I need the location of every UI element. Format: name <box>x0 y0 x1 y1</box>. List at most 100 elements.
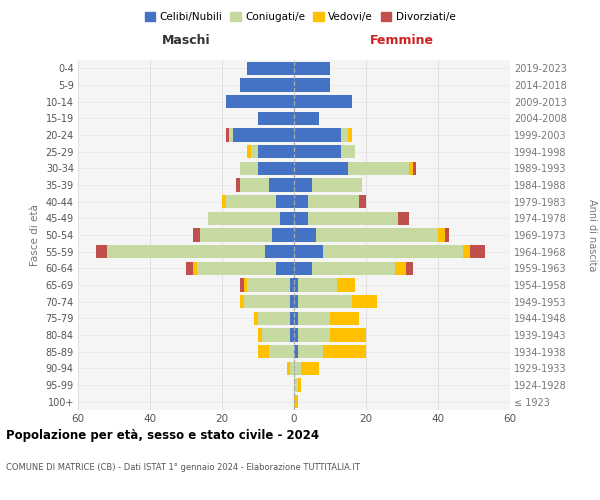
Bar <box>294 378 298 392</box>
Bar <box>330 312 359 325</box>
Bar <box>251 145 258 158</box>
Bar <box>208 212 280 225</box>
Bar <box>236 178 240 192</box>
Bar <box>276 262 294 275</box>
Bar <box>269 345 294 358</box>
Bar <box>298 345 323 358</box>
Bar <box>409 162 413 175</box>
Bar <box>258 145 294 158</box>
Bar <box>470 245 485 258</box>
Bar <box>463 245 470 258</box>
Bar <box>96 245 107 258</box>
Bar <box>258 112 294 125</box>
Bar <box>413 162 416 175</box>
Bar <box>341 145 355 158</box>
Bar <box>258 312 290 325</box>
Bar <box>229 128 233 141</box>
Bar <box>438 228 445 241</box>
Bar <box>298 378 301 392</box>
Bar <box>193 228 200 241</box>
Bar <box>222 195 226 208</box>
Bar <box>294 295 298 308</box>
Bar <box>287 362 290 375</box>
Bar <box>247 278 290 291</box>
Bar <box>298 278 337 291</box>
Bar <box>294 345 298 358</box>
Bar <box>290 328 294 342</box>
Text: Femmine: Femmine <box>370 34 434 46</box>
Legend: Celibi/Nubili, Coniugati/e, Vedovi/e, Divorziati/e: Celibi/Nubili, Coniugati/e, Vedovi/e, Di… <box>140 8 460 26</box>
Bar <box>193 262 197 275</box>
Bar <box>308 195 359 208</box>
Bar <box>290 278 294 291</box>
Text: Maschi: Maschi <box>161 34 211 46</box>
Bar <box>294 228 316 241</box>
Bar <box>197 262 276 275</box>
Bar <box>298 328 330 342</box>
Bar <box>294 195 308 208</box>
Bar <box>200 228 272 241</box>
Bar <box>290 312 294 325</box>
Bar <box>445 228 449 241</box>
Bar <box>294 145 341 158</box>
Bar <box>186 262 193 275</box>
Bar <box>226 95 294 108</box>
Bar <box>226 195 276 208</box>
Bar <box>294 78 330 92</box>
Bar <box>323 345 366 358</box>
Bar <box>312 178 362 192</box>
Bar <box>294 328 298 342</box>
Bar <box>240 278 244 291</box>
Bar <box>244 295 290 308</box>
Bar <box>258 328 262 342</box>
Bar <box>247 62 294 75</box>
Bar <box>269 178 294 192</box>
Bar <box>262 328 290 342</box>
Bar <box>294 162 348 175</box>
Bar <box>294 212 308 225</box>
Bar <box>294 395 298 408</box>
Bar <box>276 195 294 208</box>
Bar <box>298 312 330 325</box>
Bar <box>341 128 348 141</box>
Y-axis label: Fasce di età: Fasce di età <box>30 204 40 266</box>
Bar <box>294 262 312 275</box>
Bar <box>254 312 258 325</box>
Bar <box>290 295 294 308</box>
Text: Anni di nascita: Anni di nascita <box>587 199 597 271</box>
Bar <box>395 262 406 275</box>
Bar <box>258 162 294 175</box>
Bar <box>290 362 294 375</box>
Bar <box>312 262 395 275</box>
Bar <box>258 345 269 358</box>
Bar <box>226 128 229 141</box>
Bar <box>359 195 366 208</box>
Bar <box>294 112 319 125</box>
Bar <box>240 178 269 192</box>
Bar <box>337 278 355 291</box>
Text: Popolazione per età, sesso e stato civile - 2024: Popolazione per età, sesso e stato civil… <box>6 430 319 442</box>
Bar <box>330 328 366 342</box>
Bar <box>280 212 294 225</box>
Bar <box>265 245 294 258</box>
Bar <box>294 362 301 375</box>
Bar <box>294 278 298 291</box>
Bar <box>323 245 463 258</box>
Bar <box>240 295 244 308</box>
Bar <box>244 278 247 291</box>
Bar <box>294 95 352 108</box>
Bar <box>348 162 409 175</box>
Bar <box>352 295 377 308</box>
Bar <box>294 245 323 258</box>
Text: COMUNE DI MATRICE (CB) - Dati ISTAT 1° gennaio 2024 - Elaborazione TUTTITALIA.IT: COMUNE DI MATRICE (CB) - Dati ISTAT 1° g… <box>6 464 360 472</box>
Bar <box>316 228 438 241</box>
Bar <box>294 128 341 141</box>
Bar <box>240 162 258 175</box>
Bar <box>107 245 265 258</box>
Bar <box>233 128 294 141</box>
Bar <box>294 62 330 75</box>
Bar <box>301 362 319 375</box>
Bar <box>272 228 294 241</box>
Bar <box>406 262 413 275</box>
Bar <box>294 312 298 325</box>
